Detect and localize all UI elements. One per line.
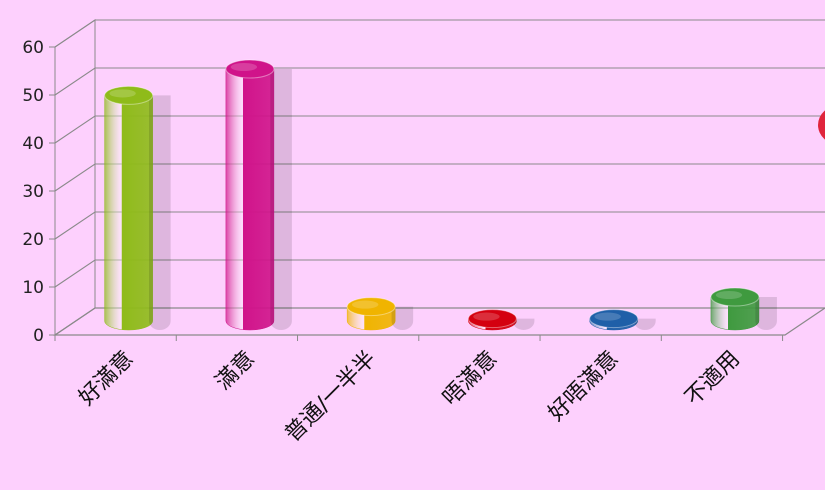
y-tick-label: 40 — [22, 134, 44, 154]
x-tick-label: 唔滿意 — [438, 346, 502, 410]
bar-1 — [225, 59, 292, 331]
cropped-pie-fragment — [818, 110, 825, 140]
gridline — [54, 67, 825, 96]
bar-top — [710, 287, 760, 307]
y-tick-label: 20 — [22, 230, 44, 250]
bar-top-highlight — [715, 290, 743, 300]
bar-top — [104, 85, 154, 105]
x-tick-label: 滿意 — [211, 346, 260, 395]
edge-fragment — [818, 110, 825, 140]
gridline — [54, 19, 825, 48]
gridline — [54, 259, 825, 288]
bar-top-highlight — [473, 312, 500, 321]
bar-shade — [391, 306, 414, 330]
bar-top-highlight — [594, 312, 621, 321]
bar-shade — [512, 318, 535, 330]
y-tick-label: 30 — [22, 182, 44, 202]
bar-top-highlight — [230, 62, 258, 72]
bar-top-highlight — [109, 89, 136, 98]
bar-shade — [270, 69, 292, 330]
bar-4 — [589, 309, 656, 331]
bar-top — [225, 59, 275, 79]
bar-0 — [104, 85, 171, 331]
bar-top — [467, 309, 517, 329]
bar-shade — [634, 318, 656, 330]
bar-top — [589, 309, 639, 329]
gridline — [54, 211, 825, 240]
x-tick-label: 不適用 — [681, 346, 745, 410]
bar-3 — [467, 309, 535, 331]
x-tick-label: 好滿意 — [74, 346, 138, 410]
y-tick-label: 60 — [22, 38, 44, 58]
gridlines — [49, 19, 825, 341]
x-tick-label: 普通/一半半 — [280, 346, 381, 447]
x-tick-label: 好唔滿意 — [544, 346, 624, 426]
y-tick-label: 10 — [22, 278, 44, 298]
gridline — [54, 115, 825, 144]
bar-body — [104, 95, 153, 331]
bar-5 — [710, 287, 777, 331]
bar-2 — [346, 297, 414, 331]
y-axis-tick-labels: 0 10 20 30 40 50 60 — [22, 38, 44, 346]
y-tick-label: 0 — [33, 326, 44, 346]
y-tick-label: 50 — [22, 86, 44, 106]
bar-top-highlight — [351, 300, 379, 309]
bar-top — [346, 297, 396, 317]
bar-shade — [755, 297, 777, 330]
gridline — [54, 163, 825, 192]
bars — [104, 59, 777, 331]
bar-body — [225, 68, 275, 331]
bar-shade — [149, 95, 171, 331]
x-axis-tick-labels: 好滿意 滿意 普通/一半半 唔滿意 好唔滿意 不適用 — [74, 346, 745, 447]
bar-body — [710, 296, 760, 331]
gridline — [54, 307, 825, 336]
